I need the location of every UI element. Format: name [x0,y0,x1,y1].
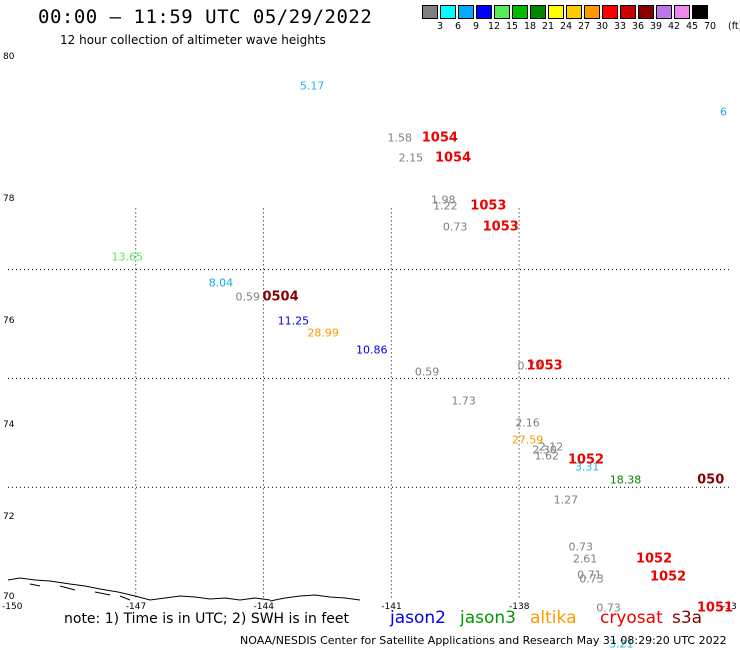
wave-height-value: 0.59 [414,365,440,379]
legend-swatch [458,5,474,19]
legend-label: 30 [595,21,609,32]
wave-height-value: 18.38 [609,473,642,487]
wave-height-value: 0.73 [568,540,594,554]
coastline [7,577,361,602]
wave-height-value: 0.73 [579,572,604,586]
wave-height-value: 2.61 [572,552,598,566]
satellite-name: altika [530,608,577,628]
legend-swatch [638,5,654,19]
lat-tick-label: 70 [3,592,15,602]
wave-height-value: 6 [719,105,727,119]
wave-height-value: 2.15 [398,151,424,165]
pass-id-label: 1052 [567,452,605,468]
wave-height-value: 0.73 [596,601,621,615]
wave-height-value: 1.98 [431,193,456,207]
legend-swatch [422,5,438,19]
pass-id-label: 1053 [526,358,563,374]
wave-height-value: 1.73 [451,394,476,408]
pass-id-label: 1051 [696,600,734,616]
lat-tick-label: 74 [3,420,15,430]
lon-tick-label: -147 [125,602,147,612]
legend-swatch [476,5,492,19]
legend-unit: (ft) [728,21,740,32]
wave-height-value: 27.59 [511,433,544,447]
lon-tick-label: -13 [722,602,737,612]
legend-label: 39 [649,21,663,32]
lat-tick-label: 80 [3,52,15,62]
legend-label: 45 [685,21,699,32]
lon-tick-label: -138 [509,602,530,612]
legend-label: 24 [559,21,573,32]
legend-label: 18 [523,21,537,32]
pass-id-label: 1053 [470,198,507,214]
pass-id-label: 1054 [434,150,472,166]
pass-id-label: 1052 [635,551,673,567]
lat-tick-label: 76 [3,316,15,326]
wave-height-value: 0.73 [517,359,542,373]
lat-tick-label: 78 [3,194,15,204]
legend-label: 12 [487,21,501,32]
lon-tick-label: -144 [253,602,274,612]
legend-swatch [692,5,708,19]
page-title: 00:00 – 11:59 UTC 05/29/2022 [38,6,373,28]
legend-label: 15 [505,21,519,32]
lon-tick-label: -150 [2,602,23,612]
wave-height-value: 0.59 [235,290,261,304]
wave-height-value: 1.62 [534,449,559,463]
wave-height-value: 2.16 [515,416,540,430]
footnote: note: 1) Time is in UTC; 2) SWH is in fe… [64,611,350,627]
wave-height-value: 1.58 [387,131,413,145]
pass-id-label: 1052 [650,569,687,585]
credit-line: NOAA/NESDIS Center for Satellite Applica… [240,634,727,647]
legend-label: 70 [703,21,717,32]
pass-id-label: 1053 [482,219,519,235]
pass-id-label: 1054 [421,130,458,146]
legend-swatch [602,5,618,19]
legend-label: 3 [436,21,444,32]
legend-swatch [530,5,546,19]
wave-height-value: 3.21 [609,637,634,650]
page-subtitle: 12 hour collection of altimeter wave hei… [60,33,326,47]
wave-height-value: 2.12 [538,440,564,454]
wave-height-value: 1.27 [553,493,579,507]
legend-label: 9 [472,21,480,32]
wave-height-value: 5.17 [299,79,325,93]
legend-swatch [584,5,600,19]
wave-height-value: 13.65 [111,250,143,264]
legend-label: 6 [454,21,462,32]
legend-label: 36 [631,21,645,32]
map-grid [8,208,732,600]
wave-height-value: 0.73 [442,220,468,234]
legend-swatch [494,5,510,19]
legend-swatch [656,5,672,19]
lon-tick-label: -141 [381,602,402,612]
wave-height-value: 11.25 [277,314,310,328]
wave-height-value: 1.22 [433,199,458,213]
legend-swatch [566,5,582,19]
legend-label: 21 [541,21,555,32]
pass-id-label: 050 [697,472,725,488]
legend-swatch [440,5,456,19]
lat-tick-label: 72 [3,512,15,522]
pass-id-label: 0504 [262,289,299,305]
legend-swatch [620,5,636,19]
satellite-name: cryosat [600,608,663,628]
wave-height-value: 3.31 [574,460,600,474]
legend-label: 42 [667,21,681,32]
satellite-name: jason2 [390,608,446,628]
wave-height-value: 10.86 [355,343,388,357]
satellite-name: s3a [672,608,703,628]
wave-height-value: 8.04 [208,276,234,290]
legend-swatch [674,5,690,19]
legend-swatch [548,5,564,19]
legend-label: 27 [577,21,591,32]
wave-height-value: 28.99 [307,326,339,340]
satellite-name: jason3 [460,608,516,628]
wave-height-value: 0.71 [577,568,602,582]
wave-height-value: 2.30 [532,443,557,457]
legend-label: 33 [613,21,627,32]
legend-swatch [512,5,528,19]
